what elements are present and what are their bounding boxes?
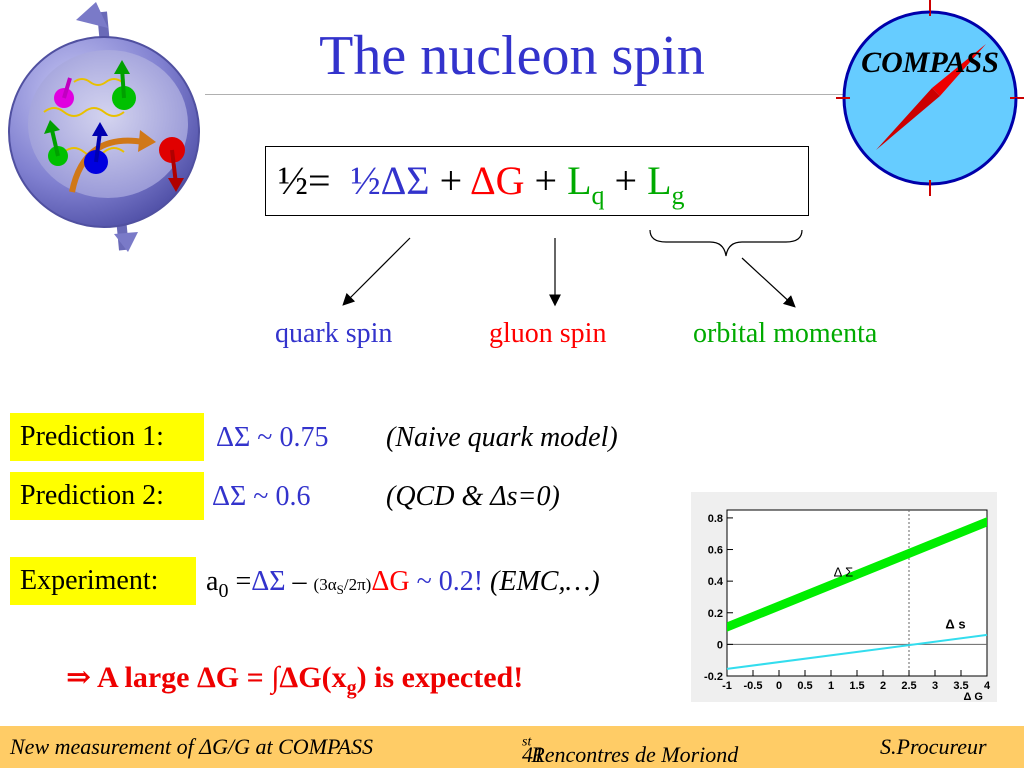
x-tick-label: 1.5	[849, 680, 864, 692]
series-label-delta-sigma: Δ Σ	[834, 564, 854, 579]
y-tick-label: 0.6	[708, 545, 723, 557]
prediction-2-value: ΔΣ ~ 0.6	[212, 481, 311, 512]
delta-sigma-vs-delta-g-chart: Δ Σ Δ s -0.2 0 0.2 0.4 0.6 0.8 -1 -0.5 0 0.5 1 1.5 2 2.…	[691, 492, 997, 702]
quark-spin-label: quark spin	[275, 318, 393, 349]
y-tick-label: -0.2	[704, 671, 723, 683]
x-tick-label: -1	[722, 680, 732, 692]
y-tick-label: 0	[717, 639, 723, 651]
x-tick-label: 0	[776, 680, 782, 692]
formula-plus: +	[439, 158, 463, 203]
prediction-2-label: Prediction 2:	[10, 472, 204, 520]
term-arrows	[342, 229, 803, 308]
x-axis-label: Δ G	[963, 691, 983, 702]
x-tick-label: 3.5	[953, 680, 968, 692]
x-tick-label: 2	[880, 680, 886, 692]
prediction-1-value: ΔΣ ~ 0.75	[216, 422, 329, 453]
compass-logo: COMPASS	[836, 0, 1024, 196]
x-tick-label: 4	[984, 680, 991, 692]
prediction-1-note: (Naive quark model)	[386, 422, 618, 453]
conclusion-text: ⇒ A large ΔG = ∫ΔG(xg) is expected!	[66, 661, 524, 699]
experiment-formula: a0 =ΔΣ – (3αS/2π)ΔG ~ 0.2! (EMC,…)	[206, 566, 600, 602]
formula-plus: +	[614, 158, 638, 203]
formula-quark-term: ½ΔΣ	[350, 158, 430, 203]
orbital-momenta-label: orbital momenta	[693, 318, 878, 349]
nucleon-illustration	[8, 2, 200, 252]
x-tick-label: 0.5	[797, 680, 812, 692]
footer-right: S.Procureur	[880, 734, 987, 759]
y-tick-label: 0.4	[708, 576, 724, 588]
series-label-delta-s: Δ s	[945, 617, 965, 632]
spin-sum-formula: ½= ½ΔΣ + ΔG + Lq + Lg	[265, 146, 809, 216]
compass-logo-text: COMPASS	[861, 46, 999, 79]
prediction-2-note: (QCD & Δs=0)	[386, 481, 560, 512]
formula-gluon-term: ΔG	[469, 158, 525, 203]
footer-left: New measurement of ΔG/G at COMPASS	[10, 734, 374, 759]
orbital-brace	[649, 229, 803, 257]
formula-plus: +	[534, 158, 558, 203]
y-tick-label: 0.2	[708, 608, 723, 620]
x-tick-label: 1	[828, 680, 834, 692]
formula-lq-term: Lq	[567, 158, 605, 210]
x-tick-label: -0.5	[744, 680, 763, 692]
x-tick-label: 2.5	[901, 680, 916, 692]
page-title: The nucleon spin	[319, 25, 705, 87]
prediction-1-label: Prediction 1:	[10, 413, 204, 461]
series-line-1	[726, 633, 988, 670]
y-tick-label: 0.8	[708, 513, 723, 525]
title-divider	[205, 94, 845, 95]
formula-lhs: ½=	[278, 158, 331, 203]
series-band-0	[727, 517, 987, 632]
gluon-spin-label: gluon spin	[489, 318, 607, 349]
experiment-label: Experiment:	[10, 557, 196, 605]
x-tick-label: 3	[932, 680, 938, 692]
formula-lg-term: Lg	[647, 158, 685, 210]
